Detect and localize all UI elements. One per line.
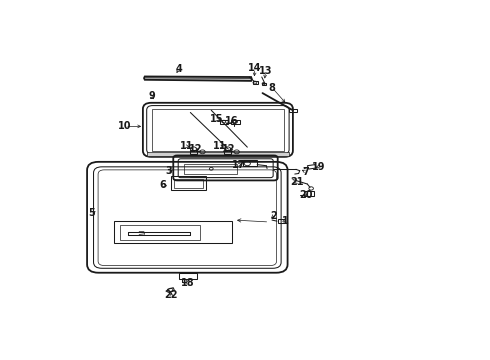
Text: 11: 11 — [180, 141, 194, 151]
Bar — [253, 81, 258, 84]
Text: 13: 13 — [259, 66, 272, 76]
Bar — [303, 191, 314, 196]
Text: 10: 10 — [118, 121, 132, 131]
Bar — [220, 120, 227, 123]
Bar — [115, 221, 232, 243]
Bar — [289, 109, 297, 112]
Text: 20: 20 — [299, 190, 313, 200]
Text: 6: 6 — [160, 180, 167, 190]
Text: 21: 21 — [291, 177, 304, 187]
Text: 11: 11 — [213, 141, 227, 151]
Text: 15: 15 — [209, 114, 223, 123]
Polygon shape — [144, 76, 252, 81]
Bar — [224, 150, 231, 154]
Text: 7: 7 — [303, 167, 310, 177]
Bar — [190, 150, 197, 154]
Text: 8: 8 — [269, 82, 275, 93]
Text: 19: 19 — [312, 162, 325, 172]
Text: 17: 17 — [232, 159, 245, 170]
Bar — [262, 83, 267, 85]
Text: 1: 1 — [282, 216, 289, 226]
Text: 22: 22 — [165, 290, 178, 300]
Text: 14: 14 — [248, 63, 262, 73]
Bar — [231, 120, 240, 123]
Text: 9: 9 — [148, 91, 155, 102]
Text: 2: 2 — [270, 211, 276, 221]
Bar — [278, 220, 285, 223]
Text: 12: 12 — [222, 144, 236, 154]
Text: 3: 3 — [165, 166, 172, 176]
Text: 18: 18 — [180, 278, 194, 288]
Bar — [179, 273, 197, 279]
Bar — [172, 176, 206, 190]
Bar — [174, 179, 202, 188]
Bar — [147, 152, 289, 156]
Bar — [184, 163, 237, 174]
Bar — [151, 109, 284, 151]
Text: 4: 4 — [175, 64, 182, 74]
Text: 16: 16 — [224, 116, 238, 126]
Text: 5: 5 — [88, 208, 95, 218]
Bar — [243, 159, 257, 166]
Bar — [120, 225, 200, 240]
Text: 12: 12 — [189, 144, 203, 154]
